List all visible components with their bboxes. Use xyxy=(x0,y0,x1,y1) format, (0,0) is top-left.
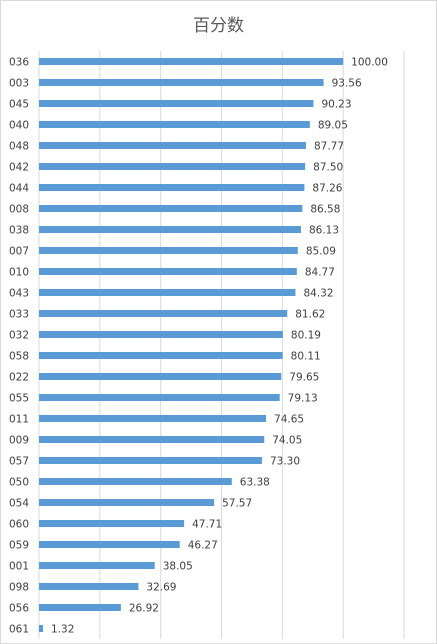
data-label: 32.69 xyxy=(146,582,176,594)
data-label: 63.38 xyxy=(240,477,270,489)
data-label: 57.57 xyxy=(222,498,252,510)
category-label: 059 xyxy=(9,540,29,552)
bar xyxy=(39,520,185,527)
bar xyxy=(39,373,282,380)
category-label: 010 xyxy=(9,267,29,279)
category-label: 050 xyxy=(9,477,29,489)
bar xyxy=(39,415,267,422)
data-label: 74.05 xyxy=(272,435,302,447)
data-label: 47.71 xyxy=(192,519,222,531)
category-label: 042 xyxy=(9,162,29,174)
data-label: 1.32 xyxy=(51,624,74,636)
category-label: 044 xyxy=(9,183,29,195)
category-label: 001 xyxy=(9,561,29,573)
data-label: 80.19 xyxy=(291,330,321,342)
bar xyxy=(39,541,180,548)
bar xyxy=(39,625,44,632)
data-label: 100.00 xyxy=(351,57,388,69)
bar xyxy=(39,184,305,191)
bar xyxy=(39,394,280,401)
category-label: 057 xyxy=(9,456,29,468)
category-label: 009 xyxy=(9,435,29,447)
category-label: 033 xyxy=(9,309,29,321)
category-label: 040 xyxy=(9,120,29,132)
bar xyxy=(39,436,265,443)
data-label: 89.05 xyxy=(318,120,348,132)
category-label: 098 xyxy=(9,582,29,594)
bar xyxy=(39,310,288,317)
data-label: 90.23 xyxy=(321,99,351,111)
category-label: 032 xyxy=(9,330,29,342)
bar xyxy=(39,205,303,212)
category-label: 056 xyxy=(9,603,29,615)
category-label: 055 xyxy=(9,393,29,405)
data-label: 93.56 xyxy=(332,78,362,90)
bar xyxy=(39,478,232,485)
data-label: 87.77 xyxy=(314,141,344,153)
data-label: 73.30 xyxy=(270,456,300,468)
category-label: 043 xyxy=(9,288,29,300)
bar xyxy=(39,499,215,506)
bar xyxy=(39,289,296,296)
bar xyxy=(39,247,298,254)
bar xyxy=(39,226,301,233)
bar xyxy=(39,604,121,611)
category-label: 007 xyxy=(9,246,29,258)
bar xyxy=(39,121,310,128)
data-label: 86.58 xyxy=(310,204,340,216)
bar xyxy=(39,163,306,170)
category-label: 011 xyxy=(9,414,29,426)
category-label: 061 xyxy=(9,624,29,636)
data-label: 46.27 xyxy=(188,540,218,552)
bar xyxy=(39,100,314,107)
bar xyxy=(39,583,139,590)
category-label: 022 xyxy=(9,372,29,384)
data-label: 80.11 xyxy=(291,351,321,363)
category-label: 045 xyxy=(9,99,29,111)
category-label: 048 xyxy=(9,141,29,153)
data-label: 85.09 xyxy=(306,246,336,258)
chart-title: 百分数 xyxy=(193,16,244,36)
bar xyxy=(39,457,262,464)
data-label: 74.65 xyxy=(274,414,304,426)
category-label: 003 xyxy=(9,78,29,90)
category-label: 058 xyxy=(9,351,29,363)
category-label: 054 xyxy=(9,498,29,510)
data-label: 84.32 xyxy=(303,288,333,300)
data-label: 81.62 xyxy=(295,309,325,321)
category-label: 038 xyxy=(9,225,29,237)
bar xyxy=(39,58,344,65)
category-label: 036 xyxy=(9,57,29,69)
data-label: 26.92 xyxy=(129,603,159,615)
bar xyxy=(39,142,306,149)
category-label: 060 xyxy=(9,519,29,531)
bar xyxy=(39,331,283,338)
data-label: 79.65 xyxy=(289,372,319,384)
bar xyxy=(39,268,297,275)
bar xyxy=(39,79,324,86)
data-label: 84.77 xyxy=(305,267,335,279)
data-label: 38.05 xyxy=(163,561,193,573)
data-label: 79.13 xyxy=(288,393,318,405)
bar xyxy=(39,352,283,359)
data-label: 87.50 xyxy=(313,162,343,174)
bar xyxy=(39,562,155,569)
data-label: 87.26 xyxy=(312,183,342,195)
category-label: 008 xyxy=(9,204,29,216)
data-label: 86.13 xyxy=(309,225,339,237)
